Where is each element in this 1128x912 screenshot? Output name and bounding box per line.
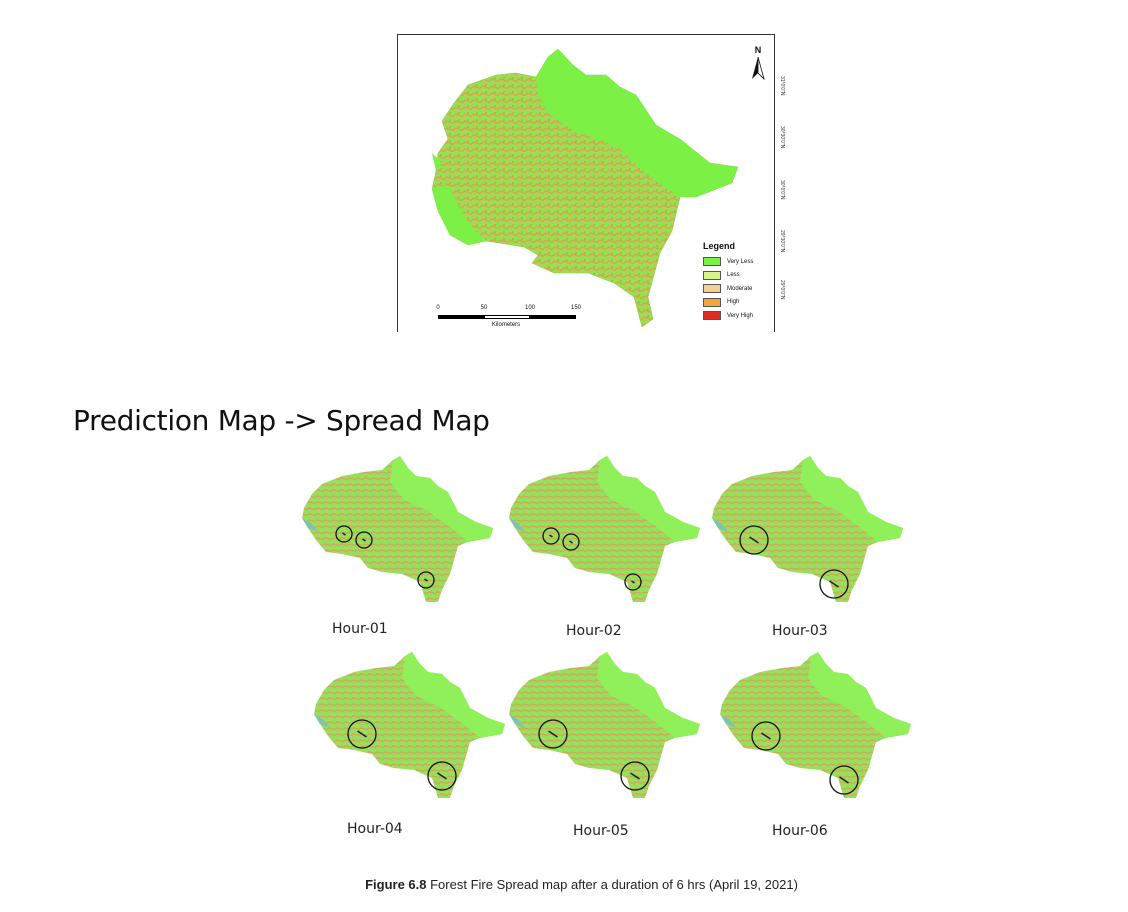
scale-segment [530,315,576,319]
scale-units: Kilometers [491,322,521,328]
fire-spread-trace [424,578,428,582]
legend-item: High [703,296,771,310]
hour-label: Hour-05 [573,823,629,839]
fire-spread-trace [631,580,635,584]
north-label: N [754,45,762,55]
water-body [712,518,728,532]
uttarakhand-risk-map [431,48,739,328]
fire-spread-marker [562,533,580,551]
scale-label: 0 [436,305,440,311]
legend-item: Moderate [703,282,771,296]
low-risk-zone [808,652,911,738]
low-risk-zone [390,456,493,542]
legend-swatch [703,297,721,307]
water-body [720,714,736,728]
fire-spread-trace [761,732,771,740]
fire-spread-marker [355,531,373,549]
legend-label: Less [727,272,740,279]
lat-tick: 30°30'0"N [779,126,785,149]
legend: Legend Very Less Less Moderate High Very… [703,241,771,323]
legend-label: Moderate [727,285,753,292]
legend-swatch [703,284,721,294]
legend-label: High [727,299,740,306]
section-heading: Prediction Map -> Spread Map [73,404,490,437]
low-risk-zone [800,456,903,542]
fire-spread-marker [829,765,859,795]
scale-segment [484,315,530,319]
fire-spread-marker [417,571,435,589]
north-arrow-icon [752,56,765,81]
fire-spread-marker [538,719,568,749]
low-risk-zone [402,652,505,738]
scale-label: 50 [480,305,488,311]
legend-swatch [703,257,721,267]
legend-label: Very High [727,312,754,319]
spread-map-hour-5 [509,652,700,798]
lat-tick: 29°30'0"N [779,230,785,253]
legend-swatch [703,270,721,280]
fire-spread-trace [749,536,759,544]
legend-swatch [703,311,721,321]
fire-spread-trace [362,538,366,542]
fire-spread-marker [739,525,769,555]
fire-spread-trace [357,730,367,738]
hour-label: Hour-01 [332,621,388,637]
hour-label: Hour-02 [566,623,622,639]
figure-number: Figure 6.8 [365,877,427,892]
legend-item: Very Less [703,255,771,269]
water-body [509,714,525,728]
lat-tick: 29°0'0"N [779,280,785,300]
risk-map-frame: 77°30'0"E 78°0'0"E 78°30'0"E 79°0'0"E 79… [397,34,775,332]
water-body [314,714,330,728]
scale-segment [438,315,484,319]
fire-spread-marker [542,527,560,545]
caption-text: Forest Fire Spread map after a duration … [426,877,798,892]
fire-spread-marker [751,721,781,751]
figure-caption: Figure 6.8 Forest Fire Spread map after … [0,877,1128,892]
scale-label: 150 [570,305,582,311]
fire-spread-trace [569,540,573,544]
legend-item: Very High [703,309,771,323]
lat-tick: 31°0'0"N [779,76,785,96]
scale-label: 100 [524,305,536,311]
fire-spread-trace [548,730,558,738]
spread-map-hour-6 [720,652,911,798]
spread-map-hour-4 [314,652,505,798]
low-risk-zone [597,456,700,542]
hour-label: Hour-03 [772,623,828,639]
hour-label: Hour-04 [347,821,403,837]
fire-spread-marker [624,573,642,591]
fire-spread-marker [819,569,849,599]
spread-map-hour-1 [302,456,493,602]
legend-title: Legend [703,241,736,251]
water-body [509,518,525,532]
fire-spread-trace [342,532,346,536]
fire-spread-trace [630,772,640,780]
legend-item: Less [703,269,771,283]
scale-bar: 0 50 100 150 Kilometers [436,305,581,332]
spread-map-hour-2 [509,456,700,602]
fire-spread-trace [829,580,839,588]
fire-spread-trace [437,772,447,780]
lat-tick: 30°0'0"N [779,180,785,200]
fire-spread-marker [335,525,353,543]
north-arrow: N [748,45,768,81]
fire-spread-marker [427,761,457,791]
fire-spread-marker [347,719,377,749]
legend-label: Very Less [727,258,754,265]
fire-spread-trace [549,534,553,538]
spread-map-hour-3 [712,456,903,602]
fire-spread-marker [620,761,650,791]
hour-label: Hour-06 [772,823,828,839]
low-risk-zone [597,652,700,738]
fire-spread-trace [839,776,849,784]
water-body [302,518,318,532]
